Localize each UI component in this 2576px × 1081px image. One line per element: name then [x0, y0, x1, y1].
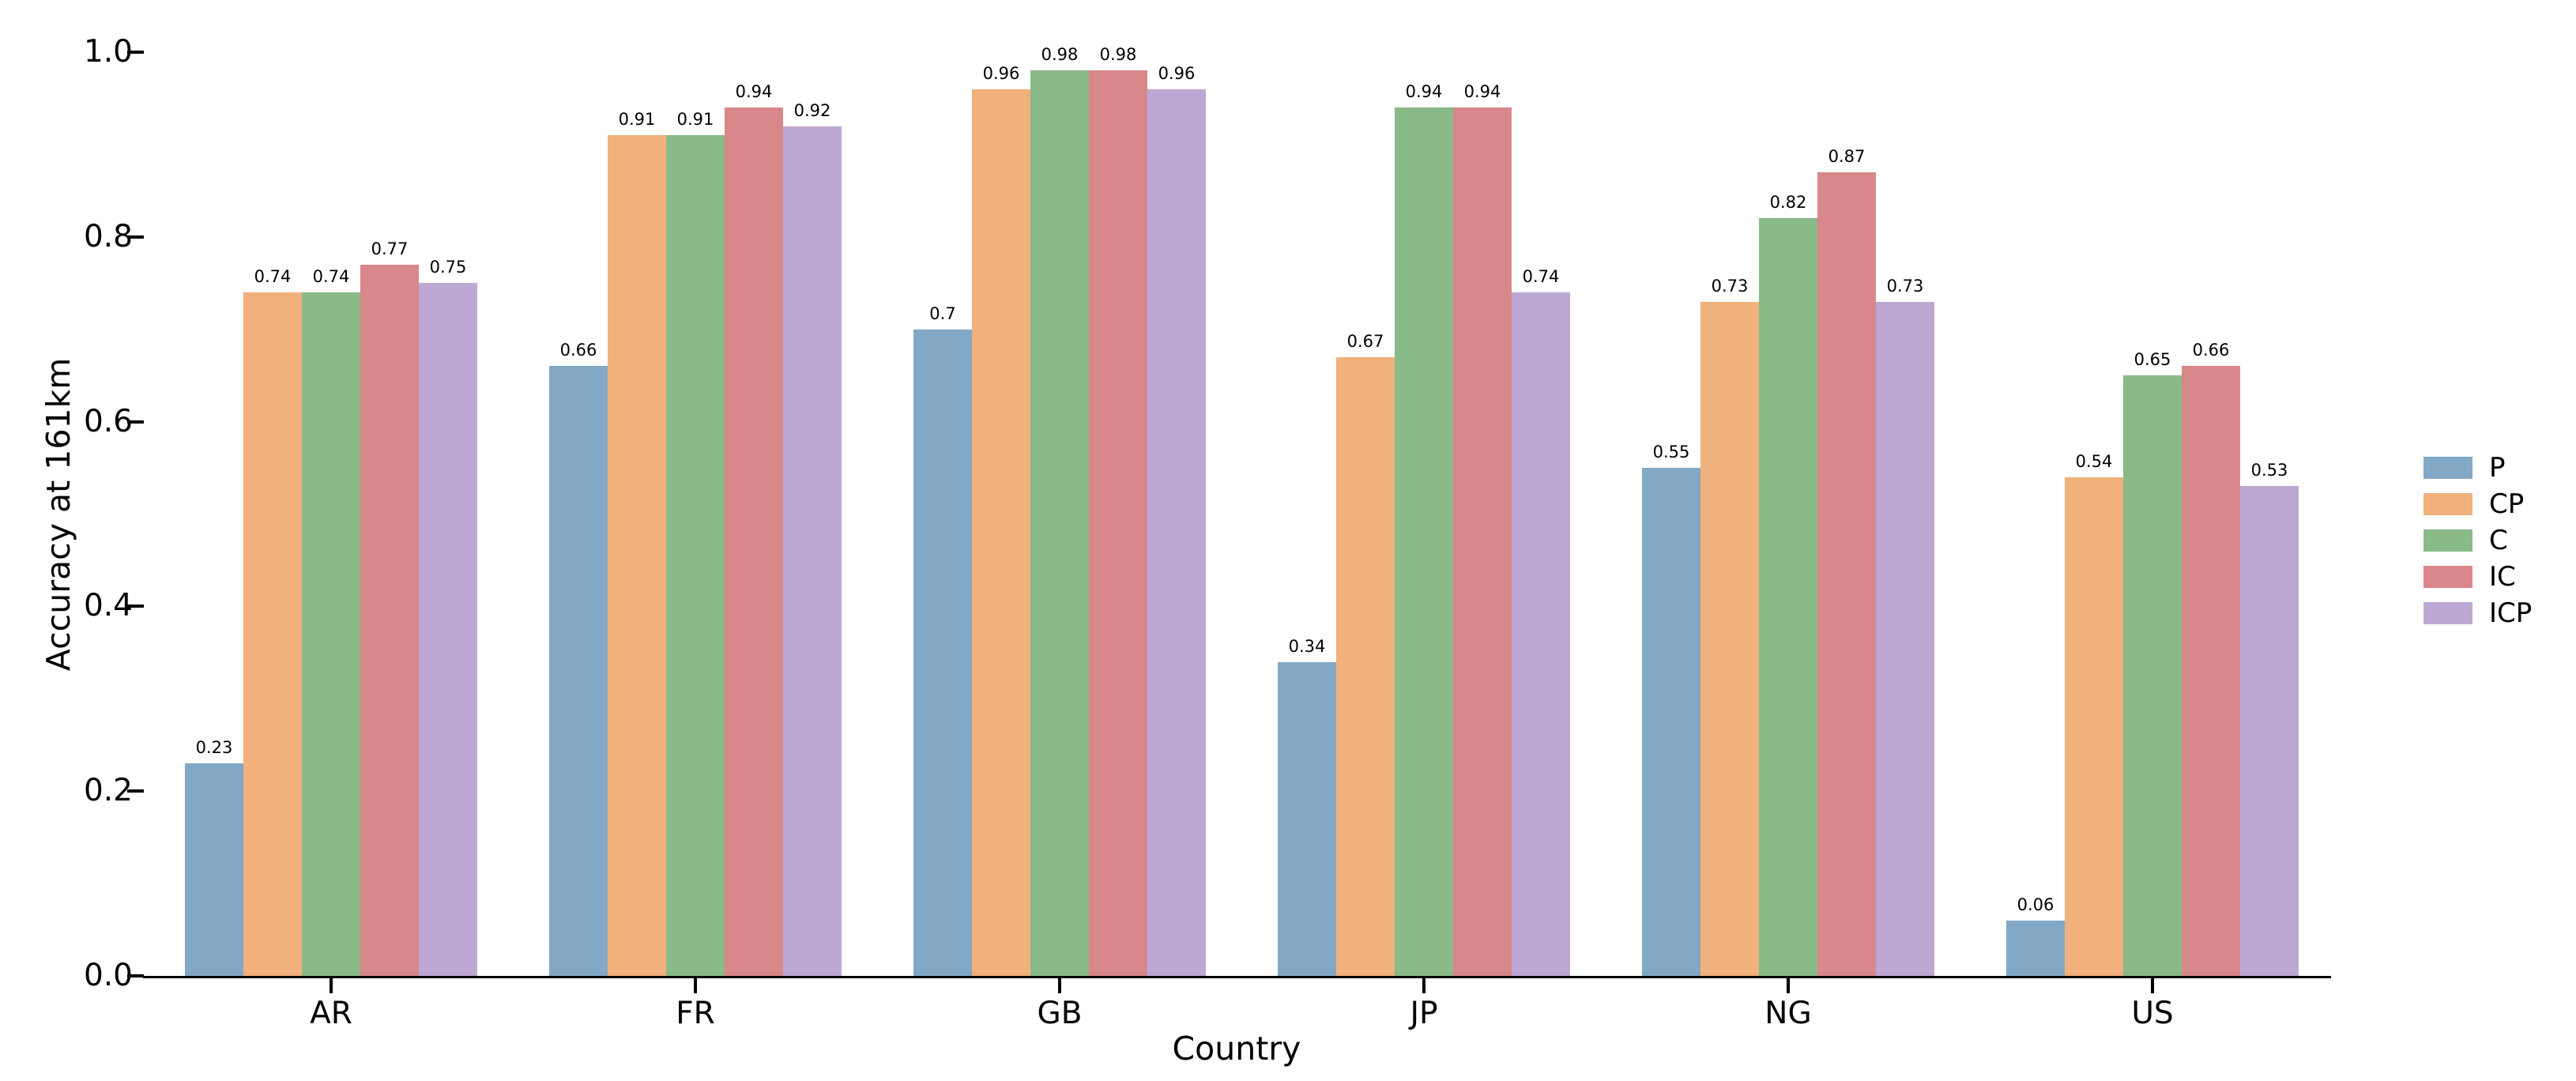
- y-tick-mark: [127, 51, 144, 54]
- bar-value-label: 0.98: [1099, 45, 1137, 64]
- bar-value-label: 0.96: [982, 64, 1020, 83]
- bar-ICP-GB: [1147, 89, 1206, 976]
- y-tick-label: 0.2: [83, 773, 133, 809]
- legend-swatch-P: [2423, 457, 2472, 479]
- legend-label-CP: CP: [2489, 488, 2525, 520]
- bar-C-AR: [302, 292, 360, 976]
- y-tick-label: 1.0: [83, 34, 133, 70]
- bar-value-label: 0.77: [371, 239, 409, 258]
- bar-IC-US: [2182, 366, 2240, 976]
- bar-IC-NG: [1817, 172, 1876, 976]
- bar-C-JP: [1395, 107, 1453, 976]
- x-tick-mark: [330, 978, 333, 993]
- y-tick-mark: [127, 605, 144, 608]
- x-tick-mark: [1058, 978, 1061, 993]
- legend-label-IC: IC: [2489, 561, 2516, 593]
- bar-value-label: 0.73: [1886, 277, 1924, 296]
- bar-P-AR: [185, 763, 243, 976]
- bar-ICP-AR: [419, 283, 477, 976]
- legend-swatch-IC: [2423, 566, 2472, 588]
- bar-ICP-JP: [1512, 292, 1570, 976]
- y-tick-label: 0.4: [83, 588, 133, 624]
- bar-value-label: 0.91: [618, 110, 656, 129]
- legend-swatch-ICP: [2423, 602, 2472, 624]
- y-tick-label: 0.0: [83, 958, 133, 993]
- x-tick-label: FR: [676, 996, 715, 1031]
- bar-value-label: 0.94: [735, 82, 773, 101]
- legend-label-ICP: ICP: [2489, 597, 2533, 629]
- bar-P-FR: [549, 366, 608, 976]
- bar-IC-JP: [1453, 107, 1512, 976]
- bar-value-label: 0.66: [559, 341, 597, 360]
- x-tick-mark: [1422, 978, 1425, 993]
- x-tick-mark: [2151, 978, 2154, 993]
- bar-value-label: 0.7: [929, 304, 956, 323]
- bar-IC-AR: [360, 265, 419, 976]
- legend-label-P: P: [2489, 452, 2506, 484]
- y-tick-label: 0.8: [83, 218, 133, 254]
- x-axis-title: Country: [1172, 1030, 1301, 1068]
- x-tick-label: AR: [310, 996, 352, 1031]
- bar-value-label: 0.65: [2133, 350, 2171, 369]
- legend-label-C: C: [2489, 525, 2508, 556]
- bar-value-label: 0.87: [1828, 147, 1866, 166]
- y-tick-mark: [127, 235, 144, 239]
- bar-P-NG: [1642, 468, 1700, 976]
- bar-value-label: 0.55: [1652, 443, 1690, 461]
- y-tick-mark: [127, 420, 144, 424]
- bar-value-label: 0.23: [195, 738, 233, 757]
- bar-value-label: 0.98: [1041, 45, 1079, 64]
- legend-swatch-C: [2423, 529, 2472, 552]
- bar-value-label: 0.75: [429, 258, 467, 277]
- bar-P-JP: [1278, 662, 1336, 976]
- x-axis-spine: [143, 976, 2331, 978]
- x-tick-label: JP: [1410, 996, 1438, 1031]
- bar-C-FR: [666, 135, 725, 976]
- x-tick-label: GB: [1037, 996, 1083, 1031]
- bar-value-label: 0.66: [2192, 341, 2230, 360]
- y-tick-mark: [127, 789, 144, 793]
- bar-IC-FR: [725, 107, 783, 976]
- bar-value-label: 0.96: [1158, 64, 1196, 83]
- bar-value-label: 0.74: [312, 267, 350, 286]
- bar-value-label: 0.74: [254, 267, 292, 286]
- y-axis-title: Accuracy at 161km: [40, 357, 77, 672]
- y-tick-mark: [127, 974, 144, 977]
- bar-C-GB: [1030, 70, 1089, 976]
- bar-value-label: 0.94: [1405, 82, 1443, 101]
- bar-value-label: 0.54: [2075, 452, 2113, 471]
- bar-ICP-US: [2240, 486, 2299, 976]
- bar-ICP-NG: [1876, 302, 1934, 976]
- bar-CP-US: [2065, 477, 2123, 976]
- bar-CP-GB: [972, 89, 1030, 976]
- bar-value-label: 0.74: [1522, 267, 1560, 286]
- bar-CP-NG: [1700, 302, 1759, 976]
- bar-P-US: [2006, 921, 2065, 976]
- bar-C-US: [2123, 375, 2182, 976]
- bar-value-label: 0.34: [1288, 637, 1326, 656]
- bar-value-label: 0.67: [1346, 332, 1384, 351]
- bar-CP-FR: [608, 135, 666, 976]
- bar-value-label: 0.91: [676, 110, 714, 129]
- bar-value-label: 0.92: [793, 101, 831, 120]
- bar-IC-GB: [1089, 70, 1147, 976]
- bar-value-label: 0.82: [1769, 193, 1807, 212]
- x-tick-label: NG: [1764, 996, 1812, 1031]
- bar-P-GB: [913, 330, 972, 976]
- bar-value-label: 0.94: [1463, 82, 1501, 101]
- bar-ICP-FR: [783, 126, 842, 976]
- bar-CP-AR: [243, 292, 302, 976]
- bar-value-label: 0.53: [2250, 461, 2288, 480]
- x-tick-mark: [1787, 978, 1790, 993]
- bar-C-NG: [1759, 218, 1817, 976]
- x-tick-label: US: [2131, 996, 2174, 1031]
- bar-value-label: 0.06: [2017, 895, 2054, 914]
- legend-swatch-CP: [2423, 493, 2472, 515]
- y-tick-label: 0.6: [83, 403, 133, 439]
- x-tick-mark: [694, 978, 697, 993]
- bar-value-label: 0.73: [1711, 277, 1749, 296]
- bar-CP-JP: [1336, 357, 1395, 976]
